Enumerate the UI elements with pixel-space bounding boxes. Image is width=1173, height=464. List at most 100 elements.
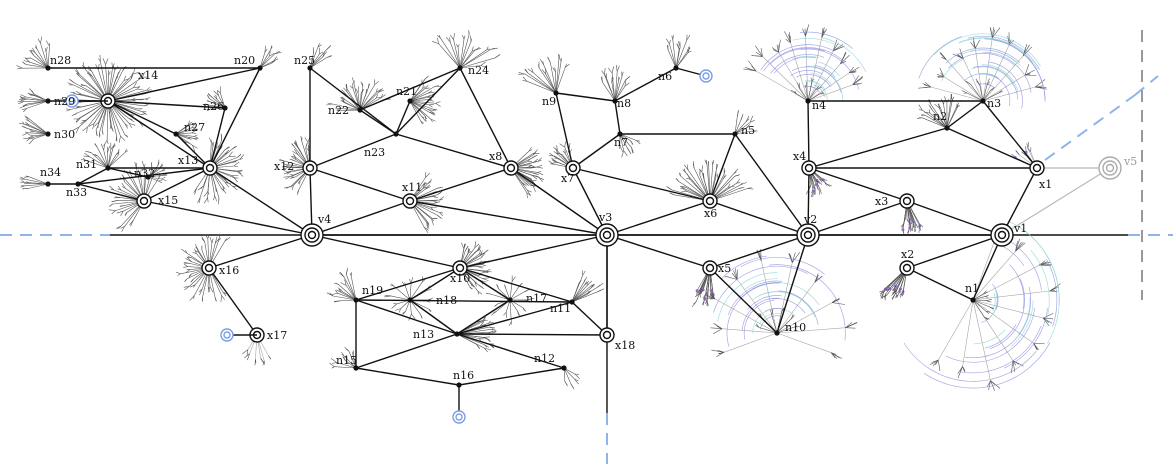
leaf-twig — [317, 44, 322, 48]
leaf-twig — [185, 250, 188, 254]
leaf-twig — [928, 104, 932, 110]
leaf-twig — [197, 197, 201, 204]
leaf-branch — [979, 84, 984, 102]
node-x18 — [599, 327, 615, 343]
leaf-twig — [474, 281, 477, 287]
hair-branch — [972, 290, 1050, 301]
leaf-twig — [117, 188, 122, 191]
leaf-twig — [222, 291, 227, 297]
leaf-twig — [815, 86, 822, 90]
edge-x15-n33 — [77, 183, 145, 202]
node-label-x12: x12 — [274, 160, 294, 173]
leaf-twig — [509, 321, 512, 326]
leaf-twig — [479, 249, 482, 255]
leaf-branch — [107, 154, 117, 169]
leaf-twig — [432, 218, 438, 220]
leaf-twig — [698, 168, 703, 172]
leaf-twig — [292, 153, 296, 158]
hair-twig — [758, 255, 762, 261]
leaf-branch — [309, 57, 328, 69]
leaf-twig — [26, 117, 30, 122]
leaf-twig — [340, 282, 347, 286]
node-n2 — [944, 125, 950, 131]
leaf-twig — [900, 223, 905, 228]
hair-twig — [923, 86, 931, 89]
leaf-twig — [215, 94, 218, 100]
edge-x4-n4 — [807, 100, 810, 169]
leaf-twig — [27, 93, 34, 96]
leaf-twig — [374, 81, 379, 85]
v-ring-inner — [803, 230, 813, 240]
leaf-twig — [536, 166, 543, 169]
leaf-twig — [985, 310, 991, 313]
leaf-branch — [24, 182, 49, 185]
hair-arc — [759, 312, 782, 324]
leaf-twig — [193, 134, 198, 137]
node-n17 — [507, 297, 513, 303]
n-dot — [561, 365, 567, 371]
leaf-twig — [355, 88, 359, 94]
hair-twig — [849, 71, 856, 73]
edge-n8-n6 — [614, 67, 677, 102]
leaf-twig — [427, 91, 435, 94]
edge-v2-n10 — [776, 234, 809, 334]
leaf-twig — [342, 99, 345, 103]
leaf-twig — [232, 145, 238, 150]
leaf-twig — [286, 170, 292, 175]
leaf-twig — [111, 210, 116, 215]
leaf-branch — [107, 147, 114, 169]
leaf-twig — [597, 282, 604, 288]
leaf-twig — [120, 211, 124, 217]
leaf-twig — [425, 219, 430, 226]
edge-n33-x13 — [77, 167, 211, 185]
node-n26 — [222, 105, 228, 111]
n-dot — [145, 174, 151, 180]
edge-v3-x10 — [459, 234, 608, 269]
leaf-twig — [183, 266, 188, 268]
leaf-twig — [615, 64, 618, 72]
hair-arc — [973, 329, 1006, 345]
hair-twig — [708, 297, 715, 299]
leaf-twig — [112, 143, 116, 148]
leaf-twig — [220, 134, 222, 141]
leaf-twig — [19, 122, 25, 125]
edge-n13-n11 — [456, 301, 573, 335]
leaf-branch — [571, 291, 598, 303]
n-dot — [45, 181, 51, 187]
leaf-branch — [922, 110, 948, 129]
leaf-twig — [192, 251, 197, 254]
n-dot — [222, 105, 228, 111]
hair-twig — [1042, 317, 1050, 327]
hair-twig — [941, 57, 947, 60]
leaf-twig — [66, 108, 71, 110]
hair-arc — [918, 36, 963, 79]
node-n7 — [617, 131, 623, 137]
leaf-branch — [457, 47, 461, 69]
leaf-twig — [491, 331, 496, 333]
hair-twig — [792, 252, 801, 263]
hair-branch — [930, 86, 984, 102]
leaf-branch — [459, 50, 475, 69]
hair-twig — [830, 352, 840, 358]
leaf-twig — [533, 151, 537, 155]
leaf-twig — [481, 264, 486, 266]
leaf-twig — [130, 114, 135, 116]
leaf-twig — [424, 227, 429, 234]
leaf-twig — [589, 285, 594, 290]
leaf-twig — [193, 136, 198, 138]
leaf-twig — [480, 255, 484, 259]
leaf-twig — [195, 244, 199, 251]
leaf-twig — [185, 269, 191, 273]
leaf-branch — [669, 44, 677, 69]
node-label-n3: n3 — [987, 97, 1001, 110]
leaf-twig — [283, 176, 291, 178]
leaf-twig — [478, 338, 482, 341]
edge-n3-x1 — [982, 100, 1038, 169]
leaf-branch — [619, 133, 628, 149]
leaf-twig — [733, 171, 737, 174]
leaf-twig — [422, 86, 426, 89]
hair-arc — [945, 47, 1021, 64]
node-n19 — [353, 297, 359, 303]
leaf-branch — [29, 61, 49, 69]
leaf-twig — [291, 157, 297, 160]
